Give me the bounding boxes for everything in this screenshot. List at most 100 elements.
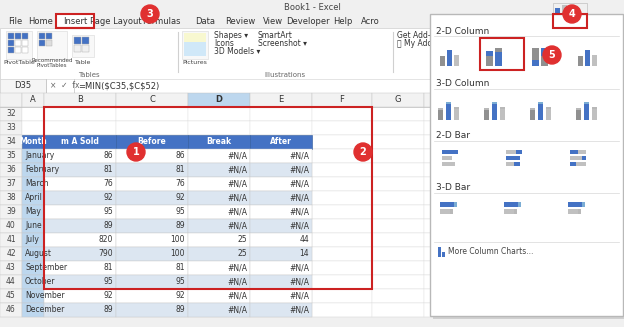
Bar — [372, 205, 424, 219]
Bar — [312, 107, 372, 121]
Text: 790: 790 — [99, 250, 113, 259]
Bar — [44, 121, 116, 135]
Text: 2-D Column: 2-D Column — [436, 26, 489, 36]
Bar — [516, 46, 522, 64]
Text: B: B — [77, 95, 83, 105]
Bar — [578, 56, 583, 66]
Bar — [250, 163, 312, 177]
Text: File: File — [8, 16, 22, 26]
Text: Table: Table — [75, 60, 91, 65]
Text: Acro: Acro — [361, 16, 379, 26]
Text: 46: 46 — [6, 305, 16, 315]
Text: Recommended
PivotTables: Recommended PivotTables — [31, 58, 73, 68]
Bar — [0, 177, 22, 191]
Bar — [74, 37, 81, 44]
Bar — [188, 205, 250, 219]
Bar — [188, 233, 250, 247]
Text: C: C — [149, 95, 155, 105]
Bar — [116, 163, 188, 177]
Bar — [72, 35, 94, 57]
Text: 38: 38 — [6, 194, 16, 202]
Text: 33: 33 — [6, 124, 16, 132]
Text: #N/A: #N/A — [227, 151, 247, 161]
Bar — [424, 233, 476, 247]
Bar — [22, 233, 44, 247]
Text: #N/A: #N/A — [289, 194, 309, 202]
Bar — [22, 219, 44, 233]
Bar — [312, 219, 372, 233]
Bar — [116, 275, 188, 289]
Bar — [44, 191, 116, 205]
Bar — [74, 45, 81, 52]
Bar — [188, 93, 250, 107]
Bar — [22, 275, 44, 289]
Text: Book1 - Excel: Book1 - Excel — [283, 3, 341, 11]
Bar — [424, 303, 476, 317]
Bar — [250, 135, 312, 149]
Bar — [116, 289, 188, 303]
Bar — [8, 33, 14, 39]
Bar — [424, 261, 476, 275]
Bar — [424, 205, 476, 219]
Bar — [116, 303, 188, 317]
Text: Page Layout: Page Layout — [90, 16, 142, 26]
Bar — [44, 247, 116, 261]
Bar — [0, 93, 624, 107]
Text: 92: 92 — [104, 194, 113, 202]
Bar — [372, 135, 424, 149]
Bar — [250, 289, 312, 303]
Bar — [372, 163, 424, 177]
Bar — [0, 121, 22, 135]
Text: 100: 100 — [170, 250, 185, 259]
Bar — [312, 247, 372, 261]
Bar — [44, 163, 116, 177]
Bar — [116, 275, 188, 289]
Bar — [250, 191, 312, 205]
Text: November: November — [25, 291, 65, 301]
Bar — [440, 209, 450, 214]
Text: May: May — [25, 208, 41, 216]
Text: March: March — [25, 180, 49, 188]
Bar — [0, 289, 22, 303]
Text: 32: 32 — [6, 110, 16, 118]
Bar — [22, 107, 44, 121]
Bar — [188, 261, 250, 275]
Bar — [22, 261, 44, 275]
Bar — [518, 202, 521, 207]
Bar — [592, 55, 597, 66]
Bar — [504, 209, 514, 214]
Bar — [250, 247, 312, 261]
Bar — [424, 177, 476, 191]
Bar — [15, 33, 21, 39]
Bar — [28, 14, 54, 28]
Bar — [188, 177, 250, 191]
Text: December: December — [25, 305, 64, 315]
Bar — [424, 107, 476, 121]
Bar — [182, 31, 208, 59]
Bar — [138, 14, 184, 28]
Text: April: April — [25, 194, 43, 202]
Text: A: A — [30, 95, 36, 105]
Bar — [46, 33, 52, 39]
Bar — [250, 219, 312, 233]
Text: 89: 89 — [104, 221, 113, 231]
Text: #N/A: #N/A — [289, 221, 309, 231]
Text: #N/A: #N/A — [289, 264, 309, 272]
Text: #N/A: #N/A — [289, 305, 309, 315]
Bar — [582, 202, 585, 207]
Bar — [312, 177, 372, 191]
Bar — [524, 54, 530, 64]
Bar — [44, 275, 116, 289]
Bar — [446, 102, 451, 104]
Bar — [116, 149, 188, 163]
Bar — [22, 177, 44, 191]
Text: #N/A: #N/A — [289, 165, 309, 175]
Bar — [250, 233, 312, 247]
Bar — [372, 191, 424, 205]
Bar — [500, 109, 505, 120]
Text: #N/A: #N/A — [227, 221, 247, 231]
Bar — [188, 163, 250, 177]
Bar — [424, 275, 476, 289]
Text: 2-D Bar: 2-D Bar — [436, 131, 470, 141]
Bar — [250, 93, 312, 107]
